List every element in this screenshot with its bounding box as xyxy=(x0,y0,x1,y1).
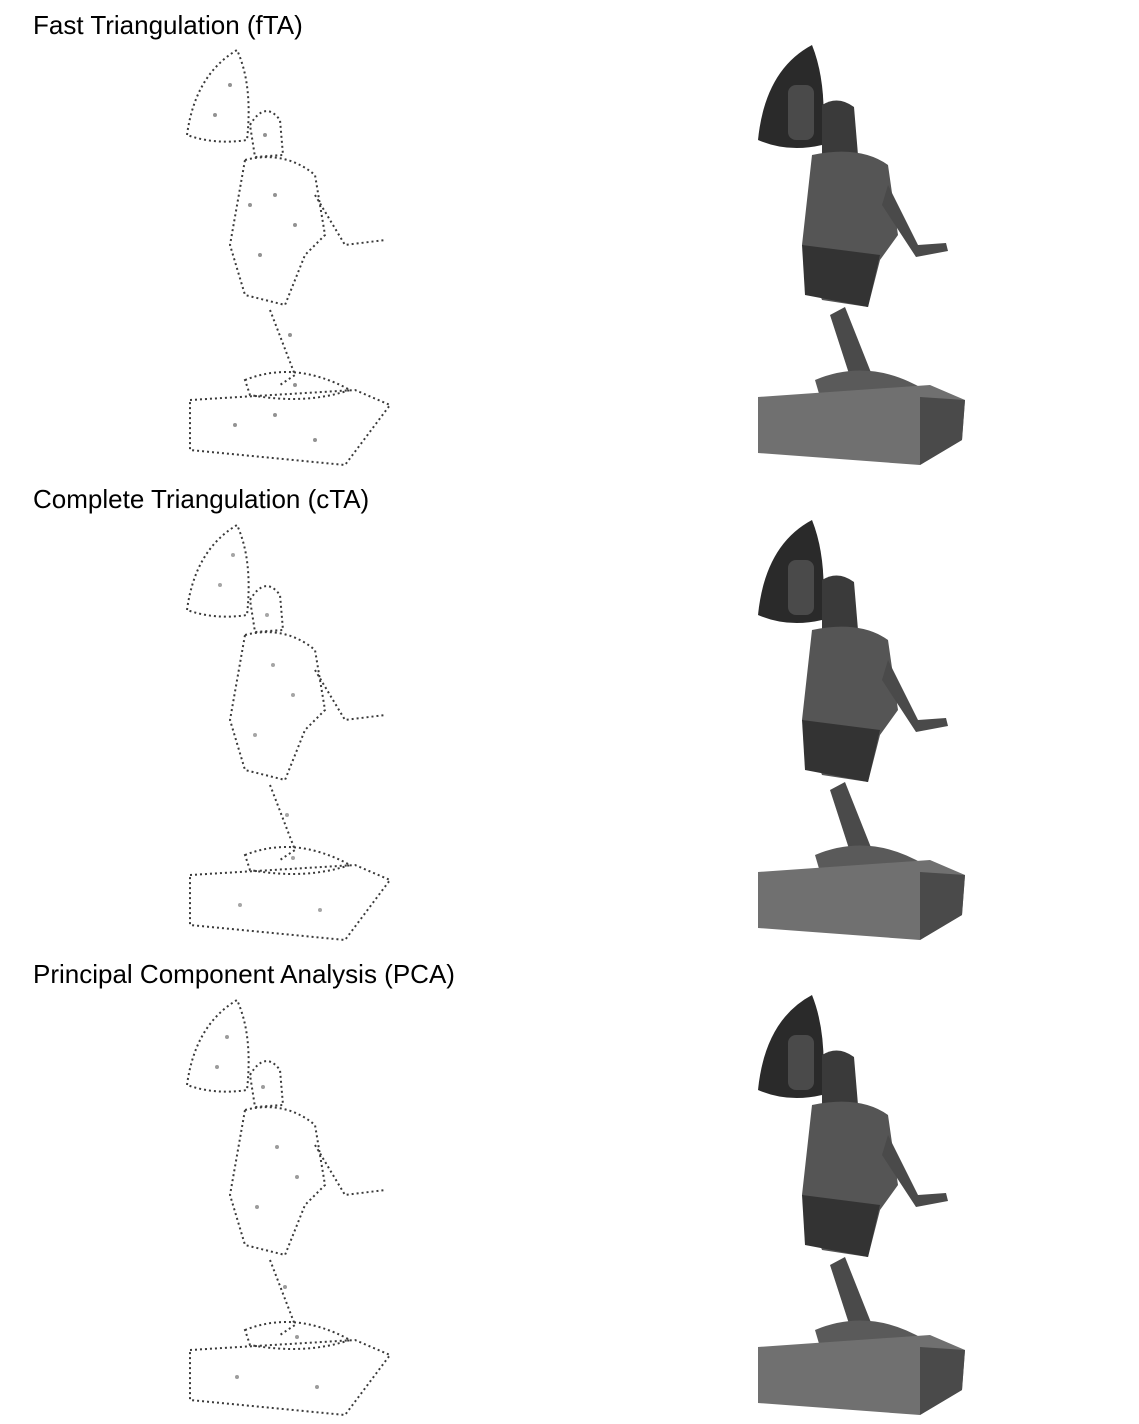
fta-point-cloud-render xyxy=(175,45,405,470)
pca-mesh-render xyxy=(750,995,980,1420)
sparse-statue-figure xyxy=(185,523,392,942)
sparse-statue-figure xyxy=(185,48,392,467)
sparse-statue-figure xyxy=(185,998,392,1417)
shaded-statue-figure xyxy=(758,520,965,940)
pca-point-cloud-render xyxy=(175,995,405,1420)
row-title-cta: Complete Triangulation (cTA) xyxy=(33,484,370,514)
shaded-statue-figure xyxy=(758,995,965,1415)
shaded-statue-figure xyxy=(758,45,965,465)
row-title-fta: Fast Triangulation (fTA) xyxy=(33,10,303,40)
fta-mesh-render xyxy=(750,45,980,470)
cta-mesh-render xyxy=(750,520,980,945)
cta-point-cloud-render xyxy=(175,520,405,945)
row-title-pca: Principal Component Analysis (PCA) xyxy=(33,959,455,989)
